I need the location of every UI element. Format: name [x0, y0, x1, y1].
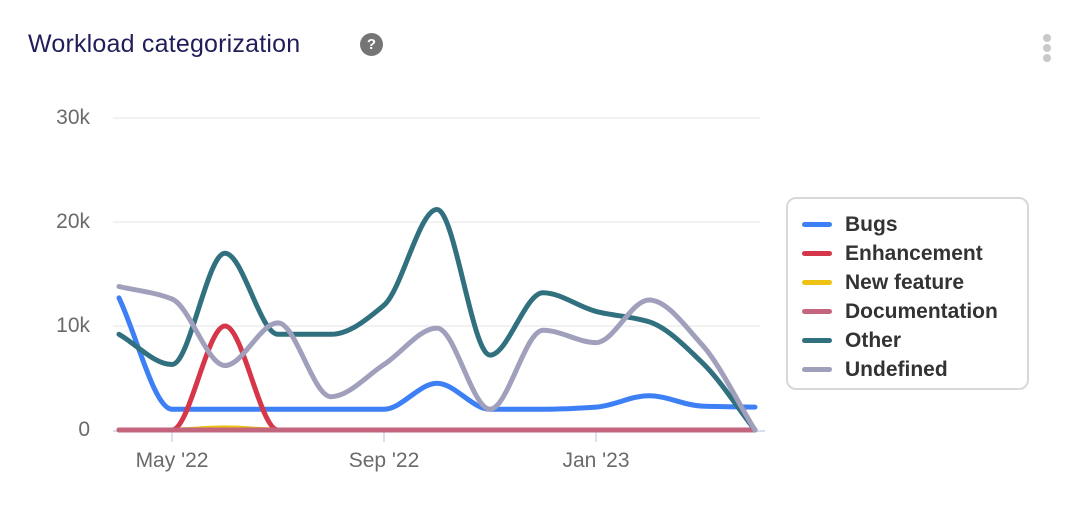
- legend-label: Bugs: [845, 212, 898, 236]
- legend: Bugs Enhancement New feature Documentation O…: [786, 197, 1029, 390]
- series-line-other: [116, 207, 758, 433]
- legend-item-other[interactable]: Other: [802, 326, 1027, 355]
- series-line-bugs: [116, 295, 758, 412]
- kebab-dot: [1043, 44, 1051, 52]
- legend-swatch-bugs: [802, 222, 832, 227]
- legend-swatch-new-feature: [802, 280, 832, 285]
- kebab-dot: [1043, 34, 1051, 42]
- series-line-enhancement: [116, 323, 758, 433]
- legend-swatch-documentation: [802, 309, 832, 314]
- legend-swatch-other: [802, 338, 832, 343]
- legend-item-enhancement[interactable]: Enhancement: [802, 239, 1027, 268]
- legend-swatch-undefined: [802, 367, 832, 372]
- page-title: Workload categorization: [28, 30, 301, 58]
- help-icon[interactable]: ?: [360, 33, 383, 56]
- legend-label: Undefined: [845, 357, 948, 381]
- legend-swatch-enhancement: [802, 251, 832, 256]
- legend-label: Other: [845, 328, 902, 352]
- legend-item-documentation[interactable]: Documentation: [802, 297, 1027, 326]
- legend-item-new-feature[interactable]: New feature: [802, 268, 1027, 297]
- legend-item-bugs[interactable]: Bugs: [802, 210, 1027, 239]
- legend-label: Documentation: [845, 299, 998, 323]
- legend-label: Enhancement: [845, 241, 983, 265]
- more-options-button[interactable]: [1039, 29, 1055, 67]
- kebab-dot: [1043, 54, 1051, 62]
- series-line-undefined: [116, 284, 758, 433]
- legend-item-undefined[interactable]: Undefined: [802, 355, 1027, 384]
- legend-label: New feature: [845, 270, 965, 294]
